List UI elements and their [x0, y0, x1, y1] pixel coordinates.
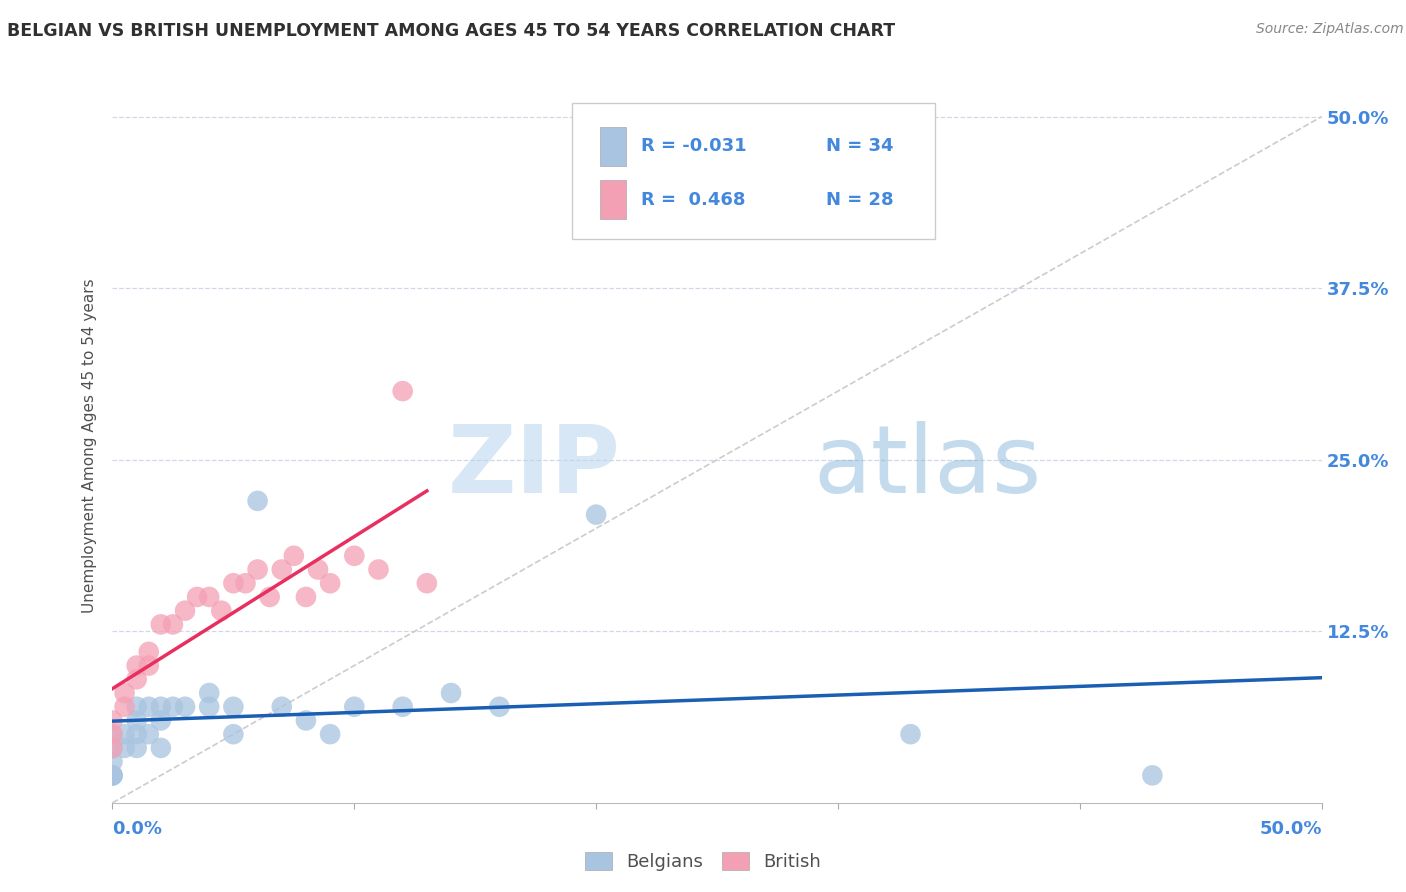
- Point: [149, 740, 172, 755]
- Point: [259, 590, 281, 604]
- Point: [367, 562, 389, 576]
- Text: R =  0.468: R = 0.468: [641, 191, 745, 209]
- Point: [222, 576, 245, 591]
- Point: [138, 699, 160, 714]
- Text: N = 34: N = 34: [825, 137, 893, 155]
- FancyBboxPatch shape: [572, 103, 935, 239]
- Text: Source: ZipAtlas.com: Source: ZipAtlas.com: [1256, 22, 1403, 37]
- Point: [138, 727, 160, 741]
- Point: [585, 508, 607, 522]
- Point: [319, 727, 342, 741]
- Text: 50.0%: 50.0%: [1260, 820, 1322, 838]
- Point: [125, 699, 148, 714]
- Point: [125, 740, 148, 755]
- FancyBboxPatch shape: [600, 180, 627, 219]
- Point: [235, 576, 257, 591]
- Point: [222, 699, 245, 714]
- Point: [101, 740, 124, 755]
- Point: [186, 590, 208, 604]
- Point: [101, 727, 124, 741]
- Point: [162, 617, 184, 632]
- Point: [295, 590, 318, 604]
- Point: [138, 658, 160, 673]
- Point: [283, 549, 305, 563]
- Text: R = -0.031: R = -0.031: [641, 137, 747, 155]
- Point: [125, 658, 148, 673]
- Point: [101, 768, 124, 782]
- Point: [295, 714, 318, 728]
- Text: ZIP: ZIP: [447, 421, 620, 514]
- Point: [307, 562, 329, 576]
- Point: [162, 699, 184, 714]
- Point: [114, 686, 136, 700]
- Point: [270, 562, 292, 576]
- Point: [198, 699, 221, 714]
- Point: [246, 494, 269, 508]
- Point: [174, 604, 197, 618]
- Legend: Belgians, British: Belgians, British: [578, 845, 828, 879]
- Text: 0.0%: 0.0%: [112, 820, 163, 838]
- FancyBboxPatch shape: [600, 127, 627, 166]
- Point: [174, 699, 197, 714]
- Point: [101, 740, 124, 755]
- Point: [125, 673, 148, 687]
- Point: [222, 727, 245, 741]
- Point: [125, 727, 148, 741]
- Point: [270, 699, 292, 714]
- Point: [114, 740, 136, 755]
- Point: [138, 645, 160, 659]
- Point: [198, 686, 221, 700]
- Point: [900, 727, 922, 741]
- Point: [440, 686, 463, 700]
- Text: atlas: atlas: [814, 421, 1042, 514]
- Y-axis label: Unemployment Among Ages 45 to 54 years: Unemployment Among Ages 45 to 54 years: [82, 278, 97, 614]
- Point: [416, 576, 439, 591]
- Point: [101, 755, 124, 769]
- Point: [198, 590, 221, 604]
- Point: [114, 699, 136, 714]
- Point: [391, 384, 413, 398]
- Point: [101, 768, 124, 782]
- Text: BELGIAN VS BRITISH UNEMPLOYMENT AMONG AGES 45 TO 54 YEARS CORRELATION CHART: BELGIAN VS BRITISH UNEMPLOYMENT AMONG AG…: [7, 22, 896, 40]
- Point: [343, 699, 366, 714]
- Point: [1142, 768, 1164, 782]
- Point: [149, 714, 172, 728]
- Point: [114, 727, 136, 741]
- Point: [343, 549, 366, 563]
- Point: [391, 699, 413, 714]
- Point: [101, 727, 124, 741]
- Point: [246, 562, 269, 576]
- Point: [319, 576, 342, 591]
- Point: [149, 617, 172, 632]
- Point: [488, 699, 510, 714]
- Text: N = 28: N = 28: [825, 191, 893, 209]
- Point: [125, 714, 148, 728]
- Point: [101, 714, 124, 728]
- Point: [149, 699, 172, 714]
- Point: [101, 768, 124, 782]
- Point: [209, 604, 232, 618]
